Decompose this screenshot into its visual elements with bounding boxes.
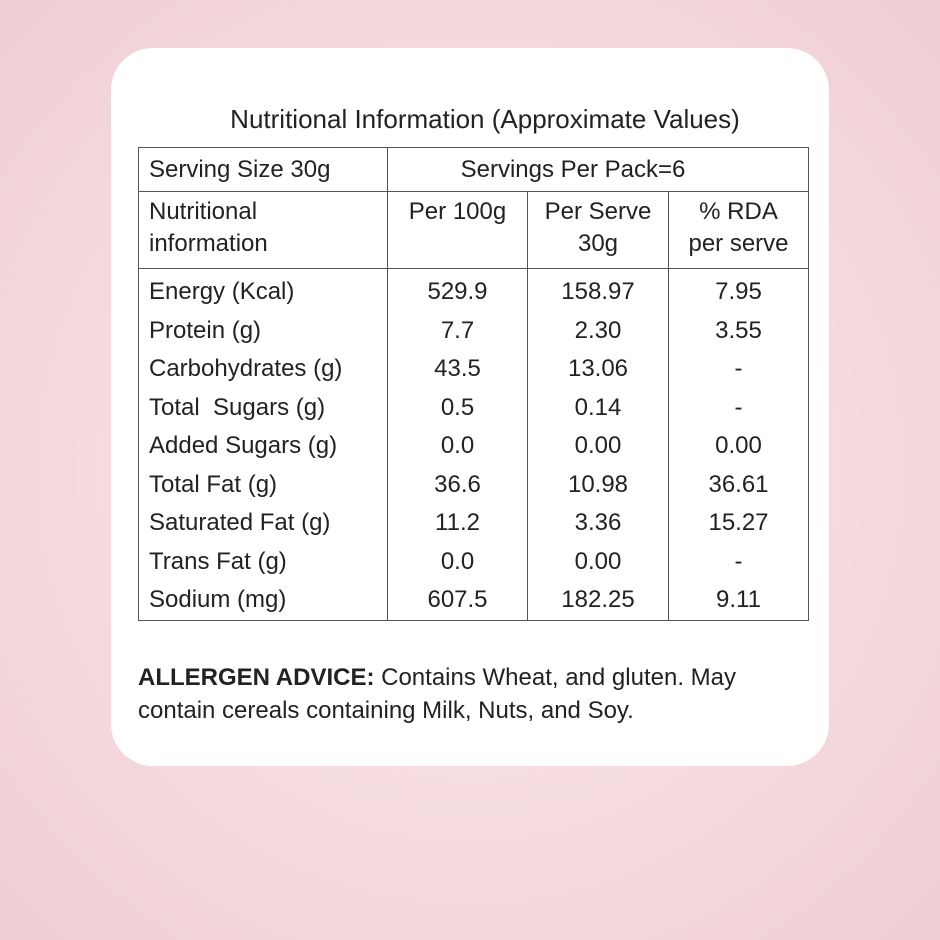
per-serve-value: 182.25 [527, 581, 669, 621]
per-100g-value: 529.9 [387, 268, 528, 312]
header-per-serve: Per Serve 30g [527, 191, 669, 269]
rda-value: 9.11 [668, 581, 809, 621]
nutrient-name: Sodium (mg) [138, 581, 388, 621]
nutrient-name: Total Fat (g) [138, 465, 388, 504]
nutrition-title: Nutritional Information (Approximate Val… [230, 104, 740, 134]
header-per-serve-line-2: 30g [577, 230, 619, 257]
header-rda: % RDA per serve [668, 191, 809, 269]
table-row: Total Fat (g) 36.6 10.98 36.61 [138, 465, 809, 504]
per-100g-value: 607.5 [387, 581, 528, 621]
table-row: Protein (g) 7.7 2.30 3.55 [138, 311, 809, 350]
nutrient-name: Carbohydrates (g) [138, 350, 388, 389]
serving-size: Serving Size 30g [138, 147, 388, 192]
table-row: Sodium (mg) 607.5 182.25 9.11 [138, 581, 809, 621]
nutrient-name: Energy (Kcal) [138, 268, 388, 312]
per-serve-value: 0.00 [527, 427, 669, 466]
rda-value: 15.27 [668, 504, 809, 543]
rda-value: - [668, 388, 809, 427]
nutrient-name: Added Sugars (g) [138, 427, 388, 466]
per-100g-value: 11.2 [387, 504, 528, 543]
rda-value: 3.55 [668, 311, 809, 350]
per-serve-value: 158.97 [527, 268, 669, 312]
servings-per-pack: Servings Per Pack=6 [387, 147, 809, 192]
header-row: Nutritional information Per 100g Per Serv… [138, 191, 809, 269]
allergen-text: Contains Wheat, and gluten. May contain … [138, 664, 736, 724]
rda-value: 7.95 [668, 268, 809, 312]
nutrition-table-body: Serving Size 30g Servings Per Pack=6 Nut… [138, 147, 809, 621]
per-serve-value: 3.36 [527, 504, 669, 543]
header-per-100g: Per 100g [387, 191, 528, 269]
header-rda-line-2: per serve [688, 230, 789, 257]
header-nutrient: Nutritional information [138, 191, 388, 269]
nutrition-card: Nutritional Information (Approximate Val… [111, 48, 829, 766]
table-row: Saturated Fat (g) 11.2 3.36 15.27 [138, 504, 809, 543]
per-serve-value: 2.30 [527, 311, 669, 350]
header-nutrient-line-1: Nutritional [149, 198, 258, 225]
per-100g-value: 0.0 [387, 542, 528, 581]
table-row: Trans Fat (g) 0.0 0.00 - [138, 542, 809, 581]
per-100g-value: 7.7 [387, 311, 528, 350]
nutrient-name: Trans Fat (g) [138, 542, 388, 581]
nutrient-name: Protein (g) [138, 311, 388, 350]
table-row: Energy (Kcal) 529.9 158.97 7.95 [138, 268, 809, 312]
per-100g-value: 0.0 [387, 427, 528, 466]
serving-row: Serving Size 30g Servings Per Pack=6 [138, 147, 809, 192]
header-rda-line-1: % RDA [699, 198, 778, 225]
per-100g-value: 36.6 [387, 465, 528, 504]
table-row: Total Sugars (g) 0.5 0.14 - [138, 388, 809, 427]
header-nutrient-line-2: information [149, 230, 268, 257]
per-100g-value: 43.5 [387, 350, 528, 389]
nutrient-name: Saturated Fat (g) [138, 504, 388, 543]
allergen-label: ALLERGEN ADVICE: [138, 664, 375, 691]
rda-value: 0.00 [668, 427, 809, 466]
per-serve-value: 0.00 [527, 542, 669, 581]
rda-value: - [668, 350, 809, 389]
allergen-advice: ALLERGEN ADVICE: Contains Wheat, and glu… [138, 661, 798, 727]
nutrition-table: Serving Size 30g Servings Per Pack=6 Nut… [138, 147, 809, 621]
rda-value: 36.61 [668, 465, 809, 504]
table-row: Carbohydrates (g) 43.5 13.06 - [138, 350, 809, 389]
per-serve-value: 0.14 [527, 388, 669, 427]
rda-value: - [668, 542, 809, 581]
per-serve-value: 10.98 [527, 465, 669, 504]
header-per-serve-line-1: Per Serve [544, 198, 652, 225]
nutrient-name: Total Sugars (g) [138, 388, 388, 427]
per-100g-value: 0.5 [387, 388, 528, 427]
table-row: Added Sugars (g) 0.0 0.00 0.00 [138, 427, 809, 466]
per-serve-value: 13.06 [527, 350, 669, 389]
